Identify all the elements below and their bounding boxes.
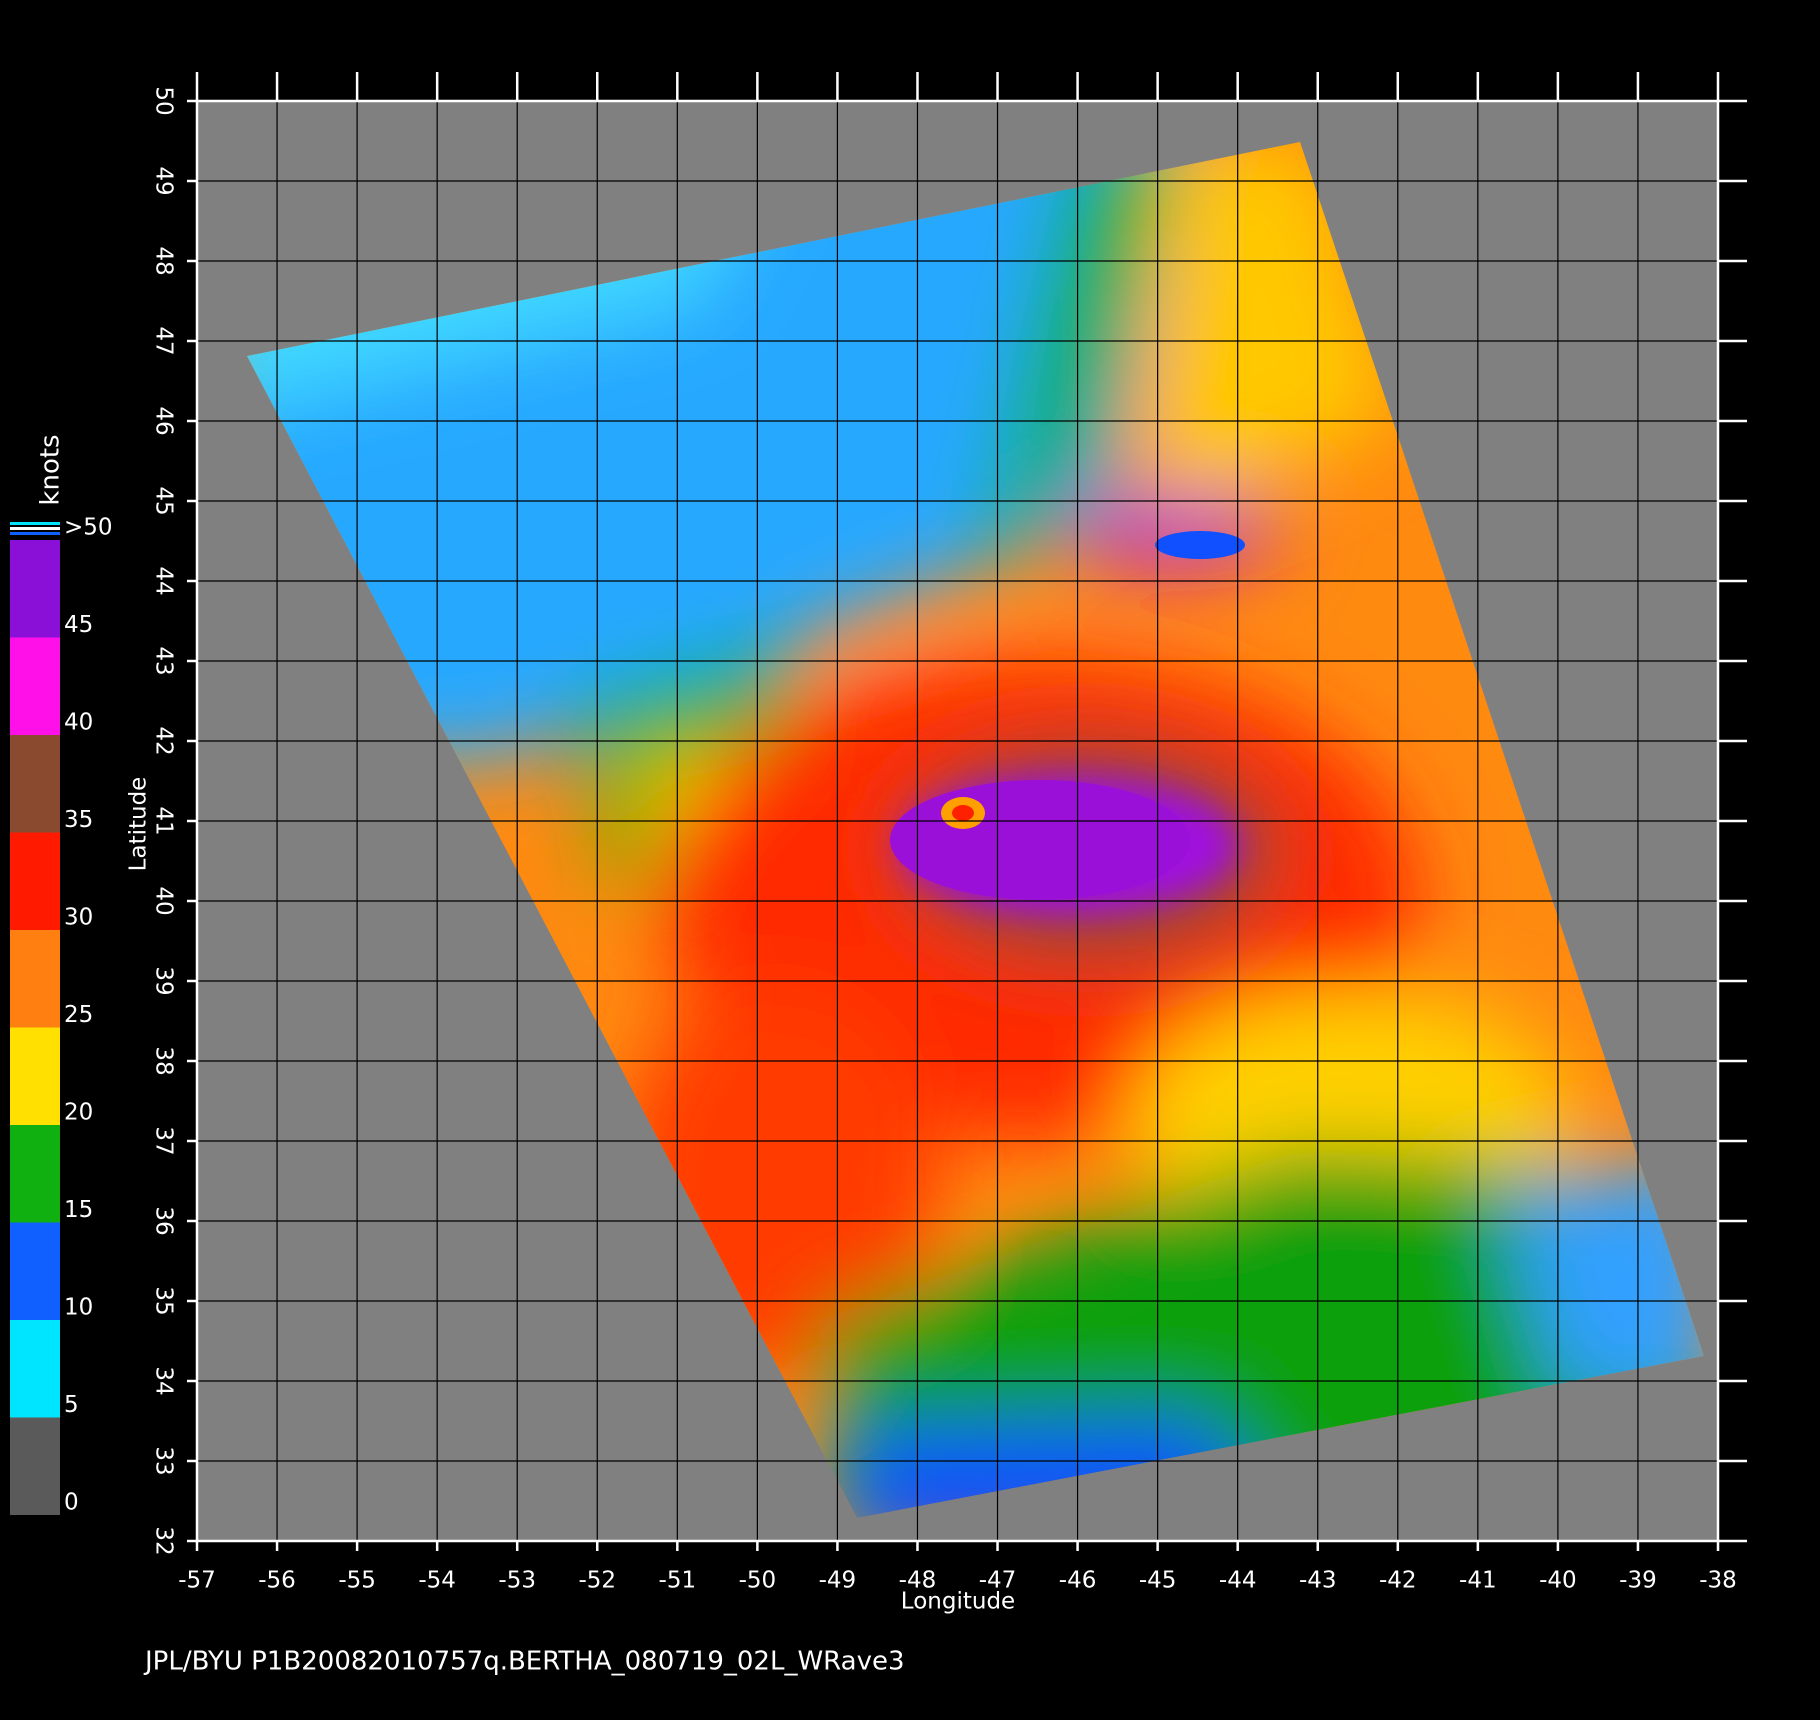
y-tick-label: 42 [151, 726, 177, 755]
y-tick-label: 45 [151, 486, 177, 515]
colorbar-tick-label: 15 [64, 1197, 93, 1223]
x-tick-label: -40 [1539, 1568, 1577, 1594]
colorbar-tick-label: 0 [64, 1490, 79, 1516]
colorbar-segment [10, 1125, 60, 1223]
x-tick-label: -42 [1379, 1568, 1417, 1594]
x-tick-label: -41 [1459, 1568, 1497, 1594]
y-tick-label: 41 [151, 806, 177, 835]
y-tick-label: 50 [151, 86, 177, 115]
plot-frame [195, 99, 1720, 1543]
x-tick-label: -54 [418, 1568, 456, 1594]
colorbar-tick-label: 25 [64, 1002, 93, 1028]
y-tick-label: 40 [151, 886, 177, 915]
y-tick-label: 34 [151, 1366, 177, 1395]
colorbar-tick-label: 45 [64, 612, 93, 638]
colorbar-tick-label: 5 [64, 1392, 79, 1418]
colorbar-segment [10, 832, 60, 930]
colorbar-segment [10, 1027, 60, 1125]
x-tick-label: -51 [659, 1568, 697, 1594]
colorbar-stripes [10, 522, 60, 535]
chart-title: JPL/BYU P1B20082010757q.BERTHA_080719_02… [143, 1647, 905, 1677]
colorbar-tick-label: 20 [64, 1100, 93, 1126]
y-tick-label: 43 [151, 646, 177, 675]
colorbar-segment [10, 637, 60, 735]
x-tick-label: -48 [899, 1568, 937, 1594]
y-tick-label: 39 [151, 966, 177, 995]
x-tick-label: -53 [498, 1568, 536, 1594]
colorbar-tick-label: 35 [64, 807, 93, 833]
y-tick-label: 44 [151, 566, 177, 595]
y-tick-label: 37 [151, 1126, 177, 1155]
y-tick-label: 47 [151, 326, 177, 355]
x-tick-label: -46 [1059, 1568, 1097, 1594]
y-tick-label: 33 [151, 1446, 177, 1475]
x-tick-label: -56 [258, 1568, 296, 1594]
colorbar-tick-label: 30 [64, 905, 93, 931]
colorbar-tick-label: 40 [64, 710, 93, 736]
x-tick-label: -52 [578, 1568, 616, 1594]
colorbar-segment [10, 735, 60, 833]
x-tick-label: -50 [739, 1568, 777, 1594]
x-tick-label: -44 [1219, 1568, 1257, 1594]
colorbar-label: knots [36, 434, 66, 505]
colorbar-segment [10, 1222, 60, 1320]
y-tick-label: 49 [151, 166, 177, 195]
y-tick-label: 46 [151, 406, 177, 435]
y-tick-label: 48 [151, 246, 177, 275]
y-tick-label: 35 [151, 1286, 177, 1315]
colorbar-segment [10, 1320, 60, 1418]
colorbar-segment [10, 930, 60, 1028]
y-tick-label: 38 [151, 1046, 177, 1075]
x-tick-label: -49 [819, 1568, 857, 1594]
colorbar-segment [10, 1417, 60, 1515]
colorbar-tick-label: 10 [64, 1295, 93, 1321]
x-tick-label: -47 [979, 1568, 1017, 1594]
x-tick-label: -43 [1299, 1568, 1337, 1594]
x-tick-label: -57 [178, 1568, 216, 1594]
x-tick-label: -38 [1699, 1568, 1737, 1594]
x-tick-label: -45 [1139, 1568, 1177, 1594]
y-tick-label: 32 [151, 1526, 177, 1555]
colorbar-tick-label: >50 [64, 515, 113, 541]
x-axis-label: Longitude [901, 1589, 1015, 1615]
colorbar-segment [10, 540, 60, 638]
x-tick-label: -39 [1619, 1568, 1657, 1594]
y-tick-label: 36 [151, 1206, 177, 1235]
y-axis-label: Latitude [126, 777, 152, 872]
x-tick-label: -55 [338, 1568, 376, 1594]
